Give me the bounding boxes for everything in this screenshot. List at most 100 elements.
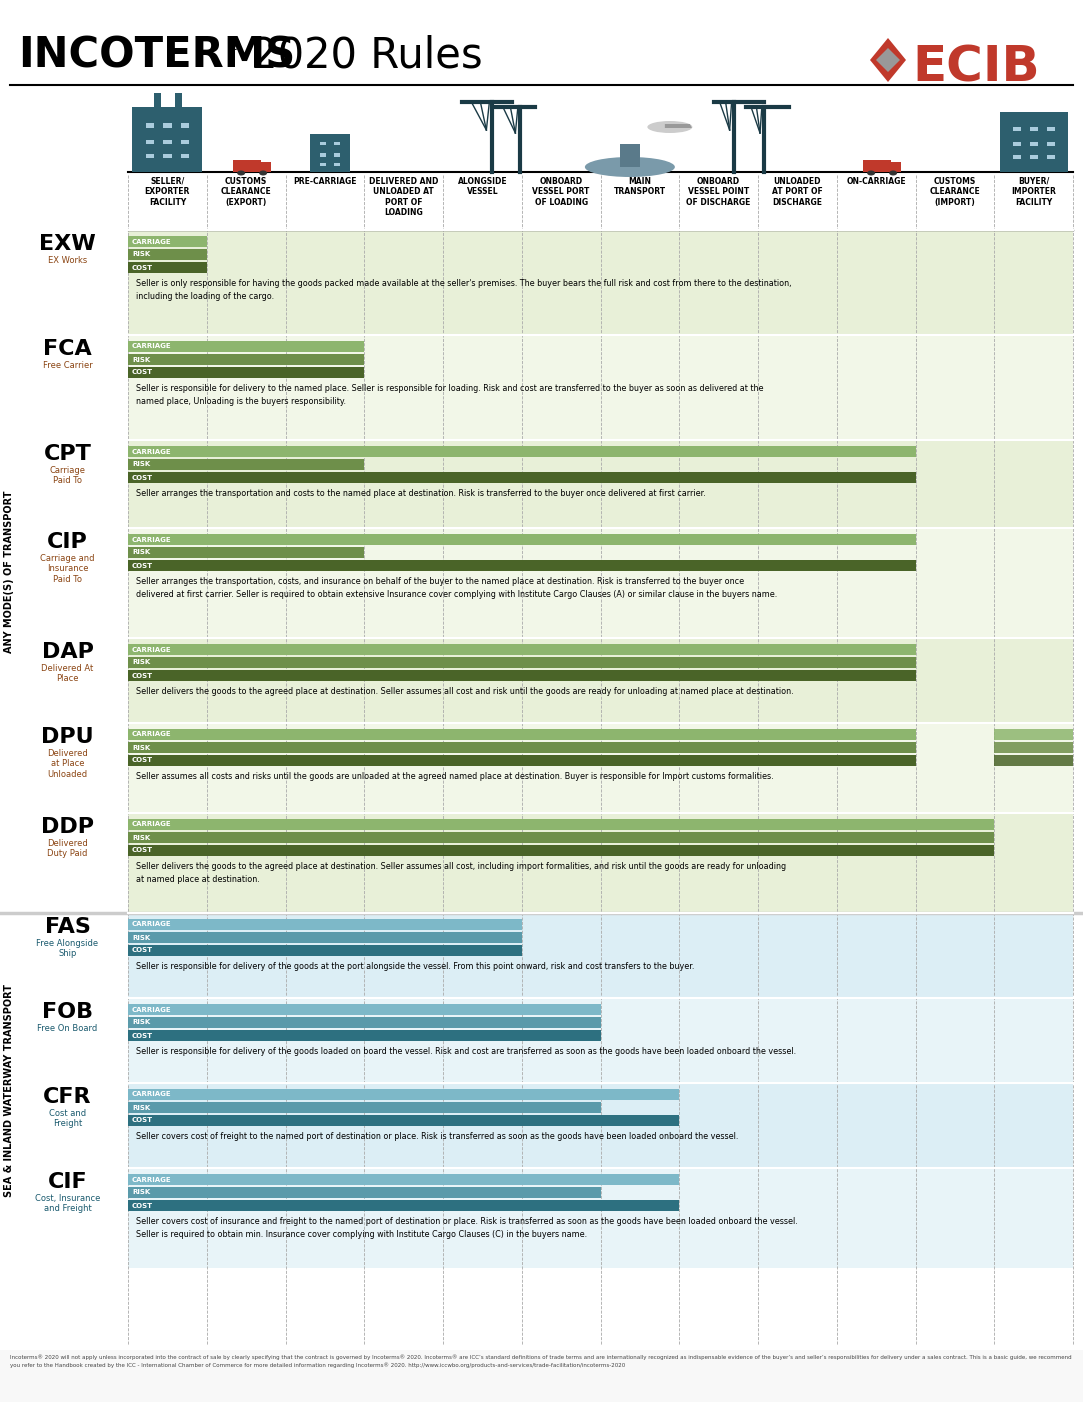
Text: COST: COST [132, 265, 153, 271]
Text: CARRIAGE: CARRIAGE [132, 732, 171, 737]
Text: RISK: RISK [132, 659, 151, 666]
Text: COST: COST [132, 1203, 153, 1209]
Text: 2020 Rules: 2020 Rules [238, 34, 483, 76]
Bar [128, 236, 207, 247]
Text: ECIB: ECIB [912, 43, 1040, 93]
Bar [128, 1082, 1073, 1168]
Text: Delivered
Duty Paid: Delivered Duty Paid [48, 838, 88, 858]
Bar [128, 831, 994, 843]
Bar [1046, 156, 1055, 160]
Text: RISK: RISK [132, 834, 151, 841]
Text: Seller is responsible for delivery of the goods loaded on board the vessel. Risk: Seller is responsible for delivery of th… [136, 1047, 796, 1056]
Bar [146, 123, 154, 128]
Text: SEA & INLAND WATERWAY TRANSPORT: SEA & INLAND WATERWAY TRANSPORT [4, 984, 14, 1197]
Bar [128, 1200, 679, 1211]
Bar [128, 353, 364, 365]
Text: CARRIAGE: CARRIAGE [132, 449, 171, 454]
Polygon shape [870, 38, 906, 81]
Bar [181, 154, 190, 158]
Bar [128, 670, 915, 681]
Bar [319, 153, 326, 157]
Bar [154, 93, 161, 107]
Bar [0, 1350, 1083, 1402]
Text: Carriage and
Insurance
Paid To: Carriage and Insurance Paid To [40, 554, 94, 583]
Text: CARRIAGE: CARRIAGE [132, 1007, 171, 1012]
Text: COST: COST [132, 1032, 153, 1039]
Text: COST: COST [132, 948, 153, 953]
Text: CARRIAGE: CARRIAGE [132, 921, 171, 928]
Text: ONBOARD
VESSEL PORT
OF LOADING: ONBOARD VESSEL PORT OF LOADING [533, 177, 590, 207]
Bar [128, 1187, 600, 1197]
Bar [128, 932, 522, 944]
Text: Carriage
Paid To: Carriage Paid To [50, 465, 86, 485]
Text: UNLOADED
AT PORT OF
DISCHARGE: UNLOADED AT PORT OF DISCHARGE [772, 177, 823, 207]
Bar [128, 1115, 679, 1126]
Bar [259, 163, 271, 172]
Bar [128, 723, 1073, 813]
Text: DAP: DAP [41, 642, 93, 662]
Text: FCA: FCA [43, 339, 92, 359]
Bar [128, 335, 1073, 440]
Bar [128, 1168, 1073, 1267]
Bar [164, 154, 171, 158]
Bar [994, 756, 1073, 765]
Text: CIP: CIP [48, 531, 88, 552]
Text: RISK: RISK [132, 461, 151, 467]
Bar [128, 230, 1073, 335]
Bar [128, 658, 915, 667]
Text: RISK: RISK [132, 251, 151, 258]
Bar [128, 262, 207, 273]
Bar [128, 913, 1073, 998]
Text: MAIN
TRANSPORT: MAIN TRANSPORT [614, 177, 666, 196]
Text: Seller covers cost of insurance and freight to the named port of destination or : Seller covers cost of insurance and frei… [136, 1217, 798, 1225]
Text: Seller assumes all costs and risks until the goods are unloaded at the agreed na: Seller assumes all costs and risks until… [136, 773, 773, 781]
Text: CUSTOMS
CLEARANCE
(IMPORT): CUSTOMS CLEARANCE (IMPORT) [929, 177, 980, 207]
Text: Seller is required to obtain min. Insurance cover complying with Institute Cargo: Seller is required to obtain min. Insura… [136, 1230, 587, 1239]
Text: COST: COST [132, 673, 153, 679]
Text: ®: ® [227, 38, 243, 53]
Bar [128, 756, 915, 765]
Text: CARRIAGE: CARRIAGE [132, 238, 171, 244]
Text: Seller arranges the transportation, costs, and insurance on behalf of the buyer : Seller arranges the transportation, cost… [136, 578, 744, 586]
Bar [994, 742, 1073, 753]
Text: CARRIAGE: CARRIAGE [132, 1092, 171, 1098]
Bar [128, 644, 915, 655]
Text: RISK: RISK [132, 356, 151, 363]
Bar [1013, 156, 1020, 160]
Bar [128, 458, 364, 470]
Text: DELIVERED AND
UNLOADED AT
PORT OF
LOADING: DELIVERED AND UNLOADED AT PORT OF LOADIN… [369, 177, 439, 217]
Text: CARRIAGE: CARRIAGE [132, 537, 171, 543]
Bar [128, 472, 915, 484]
Text: RISK: RISK [132, 935, 151, 941]
Text: CARRIAGE: CARRIAGE [132, 1176, 171, 1182]
Text: COST: COST [132, 370, 153, 376]
Bar [128, 729, 915, 740]
Bar [146, 154, 154, 158]
Bar [334, 153, 340, 157]
Bar [128, 341, 364, 352]
Text: RISK: RISK [132, 744, 151, 750]
Text: including the loading of the cargo.: including the loading of the cargo. [136, 292, 274, 301]
Text: Seller is responsible for delivery to the named place. Seller is responsible for: Seller is responsible for delivery to th… [136, 384, 764, 393]
Text: COST: COST [132, 562, 153, 568]
Text: delivered at first carrier. Seller is required to obtain extensive Insurance cov: delivered at first carrier. Seller is re… [136, 590, 778, 599]
Bar [128, 534, 915, 545]
Bar [128, 440, 1073, 529]
Text: Incoterms® 2020 will not apply unless incorporated into the contract of sale by : Incoterms® 2020 will not apply unless in… [10, 1354, 1071, 1367]
Text: Seller covers cost of freight to the named port of destination or place. Risk is: Seller covers cost of freight to the nam… [136, 1131, 739, 1141]
Bar [128, 813, 1073, 913]
Bar [1030, 142, 1038, 146]
Bar [128, 998, 1073, 1082]
Text: Seller arranges the transportation and costs to the named place at destination. : Seller arranges the transportation and c… [136, 489, 706, 498]
Text: SELLER/
EXPORTER
FACILITY: SELLER/ EXPORTER FACILITY [145, 177, 190, 207]
Text: CFR: CFR [43, 1087, 92, 1108]
Bar [128, 742, 915, 753]
Text: COST: COST [132, 757, 153, 764]
Ellipse shape [889, 171, 897, 175]
Text: COST: COST [132, 1117, 153, 1123]
Bar [334, 163, 340, 167]
Bar [1046, 128, 1055, 132]
Bar [128, 446, 915, 457]
Bar [128, 1030, 600, 1042]
Bar [181, 140, 190, 144]
